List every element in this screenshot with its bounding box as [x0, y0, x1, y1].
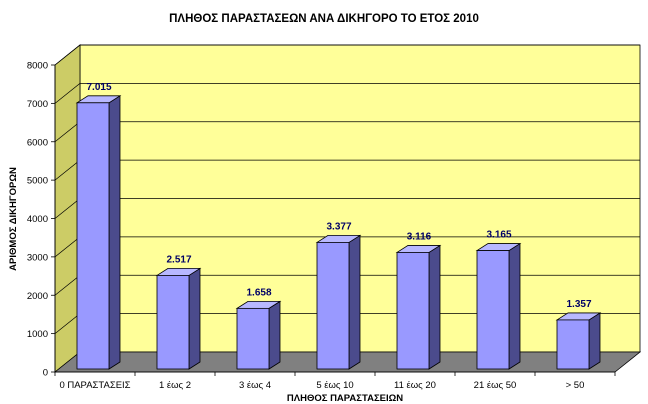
bar-front [476, 250, 510, 370]
bar-front [316, 242, 350, 370]
bars [75, 95, 602, 370]
y-tick-label: 6000 [27, 137, 48, 148]
data-label: 3.377 [326, 221, 351, 232]
y-tick-label: 5000 [27, 176, 48, 187]
y-tick-label: 2000 [27, 291, 48, 302]
bar-front [156, 275, 190, 370]
bar-front [76, 102, 110, 370]
bar [75, 95, 122, 370]
x-axis-title: ΠΛΗΘΟΣ ΠΑΡΑΣΤΑΣΕΙΩΝ [287, 393, 403, 404]
bar-side [188, 267, 201, 370]
y-axis-title: ΑΡΙΘΜΟΣ ΔΙΚΗΓΟΡΩΝ [8, 167, 19, 271]
bar-side [108, 95, 121, 370]
x-tick-label: 5 έως 10 [316, 380, 353, 391]
y-tick-label: 7000 [27, 99, 48, 110]
bar-front [236, 307, 270, 370]
y-tick-label: 3000 [27, 252, 48, 263]
chart-title: ΠΛΗΘΟΣ ΠΑΡΑΣΤΑΣΕΩΝ ΑΝΑ ΔΙΚΗΓΟΡΟ ΤΟ ΕΤΟΣ … [169, 13, 479, 25]
bar [555, 312, 602, 370]
x-tick-label: > 50 [566, 380, 585, 391]
x-axis: 0 ΠΑΡΑΣΤΑΣΕΙΣ 1 έως 2 3 έως 4 5 έως 10 11 έω… [54, 371, 616, 391]
x-tick-label: 3 έως 4 [239, 380, 271, 391]
bar [395, 244, 442, 370]
data-label: 1.357 [566, 299, 591, 310]
bar [475, 242, 522, 370]
data-label: 1.658 [246, 287, 271, 298]
x-tick-label: 11 έως 20 [394, 380, 436, 391]
bar-side [348, 234, 361, 370]
y-axis: 0 1000 2000 3000 4000 5000 6000 7000 8000 [27, 61, 56, 379]
bar-front [556, 319, 590, 370]
data-label: 3.116 [407, 231, 432, 242]
bar-side [588, 312, 601, 370]
data-labels: 7.015 2.517 1.658 3.377 3.116 3.165 1.357 [86, 82, 591, 310]
bar-side [508, 242, 521, 370]
bar [315, 234, 362, 370]
y-tick-label: 4000 [27, 214, 48, 225]
x-tick-label: 0 ΠΑΡΑΣΤΑΣΕΙΣ [59, 380, 130, 391]
y-tick-label: 0 [43, 368, 48, 379]
data-label: 2.517 [166, 254, 191, 265]
bar-side [428, 244, 441, 370]
x-tick-label: 21 έως 50 [474, 380, 517, 391]
y-tick-label: 1000 [27, 329, 48, 340]
data-label: 7.015 [86, 82, 111, 93]
bar [155, 267, 202, 370]
bar-front [396, 252, 430, 370]
data-label: 3.165 [486, 230, 511, 241]
gridline [54, 83, 640, 104]
x-tick-label: 1 έως 2 [159, 380, 191, 391]
y-tick-label: 8000 [27, 61, 48, 72]
gridline [54, 44, 640, 66]
bar-side [268, 300, 281, 370]
bar [235, 300, 282, 370]
